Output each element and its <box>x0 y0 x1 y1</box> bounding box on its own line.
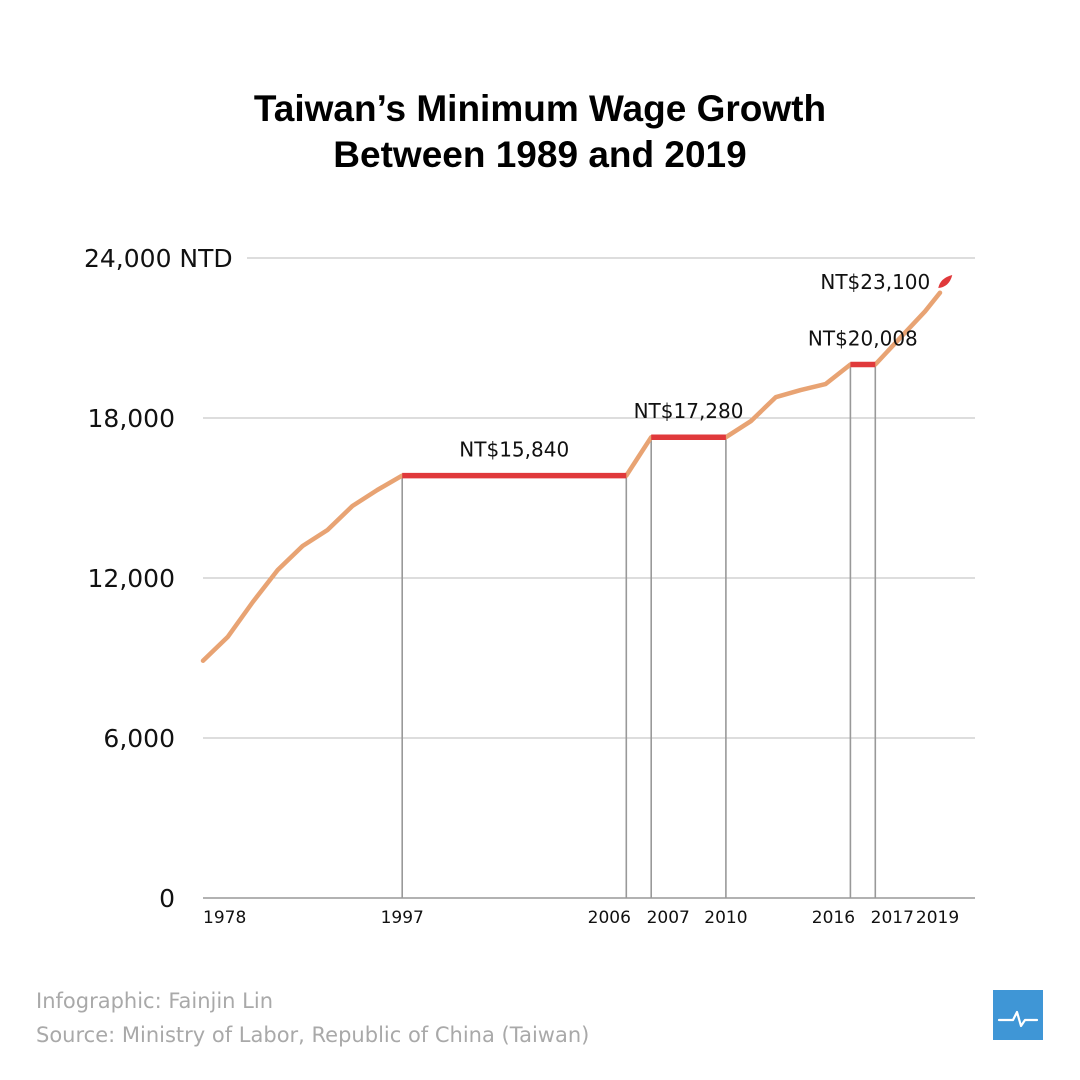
plateau-label: NT$17,280 <box>634 399 744 423</box>
title-line-2: Between 1989 and 2019 <box>333 134 747 175</box>
y-tick-label: 24,000 NTD <box>84 244 233 273</box>
heartbeat-icon <box>993 990 1043 1040</box>
x-tick-label: 2006 <box>588 908 631 928</box>
y-tick-label: 0 <box>159 884 175 913</box>
end-point-marker <box>938 275 953 288</box>
highlight-layer <box>402 275 953 479</box>
x-tick-label: 2016 <box>812 908 855 928</box>
chart-title: Taiwan’s Minimum Wage Growth Between 198… <box>0 86 1080 178</box>
plateau-label: NT$20,008 <box>808 326 918 350</box>
x-tick-label: 1997 <box>381 908 424 928</box>
x-tick-label: 2017 <box>871 908 914 928</box>
x-tick-label: 2010 <box>704 908 747 928</box>
x-tick-label: 2019 <box>916 908 959 928</box>
x-tick-label: 1978 <box>203 908 246 928</box>
plateau-label: NT$15,840 <box>459 438 569 462</box>
y-tick-label: 18,000 <box>88 404 175 433</box>
y-tick-label: 12,000 <box>88 564 175 593</box>
title-line-1: Taiwan’s Minimum Wage Growth <box>253 88 827 129</box>
infographic-credit: Infographic: Fainjin Lin <box>36 989 274 1013</box>
credits: Infographic: Fainjin Lin Source: Ministr… <box>36 984 589 1052</box>
drop-line-layer <box>401 364 877 898</box>
y-tick-label: 6,000 <box>103 724 175 753</box>
label-layer: 0 6,000 12,000 18,000 24,000 NTD 1978 1997 2006… <box>84 244 959 928</box>
grid-layer <box>203 257 975 899</box>
source-credit: Source: Ministry of Labor, Republic of C… <box>36 1023 590 1047</box>
x-tick-label: 2007 <box>647 908 690 928</box>
end-point-label: NT$23,100 <box>820 270 930 294</box>
